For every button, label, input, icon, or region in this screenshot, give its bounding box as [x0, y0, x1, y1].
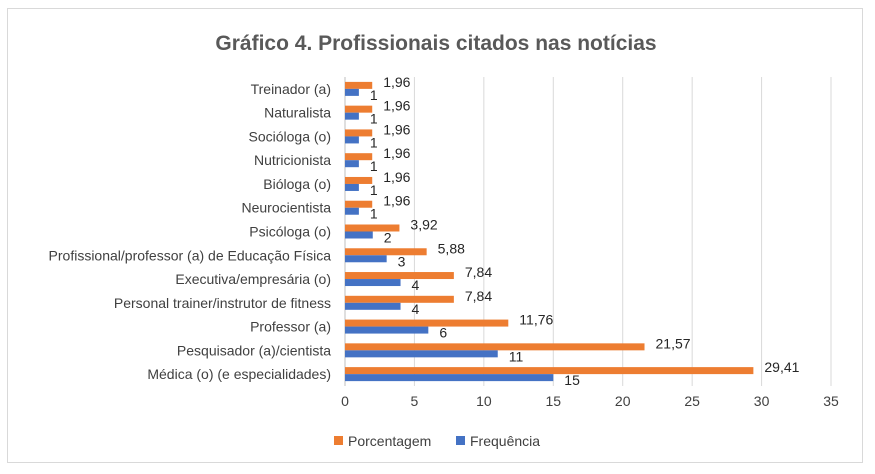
gridlines	[344, 77, 832, 386]
bar-chart: Gráfico 4. Profissionais citados nas not…	[49, 32, 839, 449]
bar-frequencia	[345, 136, 359, 144]
category-label: Pesquisador (a)/cientista	[177, 342, 331, 358]
bar-frequencia	[345, 374, 554, 382]
data-label-frequencia: 3	[398, 253, 406, 269]
x-tick-label: 30	[754, 393, 770, 409]
bar-porcentagem	[345, 224, 400, 232]
data-label-porcentagem: 5,88	[438, 240, 465, 256]
data-label-frequencia: 4	[412, 301, 420, 317]
x-tick-label: 35	[823, 393, 839, 409]
bar-frequencia	[345, 207, 359, 215]
bar-frequencia	[345, 231, 373, 239]
legend-label-porcentagem: Porcentagem	[348, 433, 431, 449]
bar-frequencia	[345, 350, 498, 358]
bar-porcentagem	[345, 200, 373, 208]
category-label: Socióloga (o)	[249, 128, 332, 144]
bar-porcentagem	[345, 295, 454, 303]
data-label-porcentagem: 1,96	[383, 145, 410, 161]
data-label-porcentagem: 3,92	[410, 217, 437, 233]
data-label-frequencia: 6	[439, 325, 447, 341]
category-label: Nutricionista	[254, 152, 331, 168]
category-labels: Médica (o) (e especialidades) Pesquisador…	[49, 81, 332, 382]
chart-title: Gráfico 4. Profissionais citados nas not…	[215, 32, 656, 55]
data-label-porcentagem: 11,76	[519, 312, 553, 328]
bar-porcentagem	[345, 81, 373, 89]
data-label-porcentagem: 1,96	[383, 121, 410, 137]
bar-frequencia	[345, 255, 387, 263]
legend-label-frequencia: Frequência	[470, 433, 540, 449]
legend-swatch-porcentagem	[334, 436, 343, 445]
bar-porcentagem	[345, 176, 373, 184]
bar-porcentagem	[345, 105, 373, 113]
data-label-porcentagem: 1,96	[383, 193, 410, 209]
data-label-frequencia: 15	[564, 372, 580, 388]
bar-porcentagem	[345, 248, 427, 256]
x-tick-label: 5	[411, 393, 419, 409]
bar-frequencia	[345, 326, 429, 334]
bar-porcentagem	[345, 343, 645, 351]
data-label-porcentagem: 1,96	[383, 74, 410, 90]
data-label-frequencia: 1	[370, 111, 378, 127]
x-tick-label: 15	[545, 393, 561, 409]
bar-frequencia	[345, 279, 401, 287]
bars	[345, 81, 754, 382]
x-tick-label: 25	[684, 393, 700, 409]
data-label-frequencia: 1	[370, 134, 378, 150]
category-label: Bióloga (o)	[263, 176, 331, 192]
category-label: Médica (o) (e especialidades)	[147, 366, 331, 382]
x-tick-label: 20	[615, 393, 631, 409]
x-tick-label: 10	[476, 393, 492, 409]
bar-porcentagem	[345, 153, 373, 161]
category-label: Personal trainer/instrutor de fitness	[114, 295, 331, 311]
data-label-porcentagem: 7,84	[465, 264, 492, 280]
data-label-porcentagem: 21,57	[656, 335, 691, 351]
bar-porcentagem	[345, 319, 509, 327]
bar-porcentagem	[345, 129, 373, 137]
data-label-frequencia: 1	[370, 182, 378, 198]
data-labels: 29,411521,571111,7667,8447,8445,8833,922…	[370, 74, 800, 388]
category-label: Psicóloga (o)	[249, 224, 331, 240]
category-label: Treinador (a)	[251, 81, 331, 97]
legend: Porcentagem Frequência	[334, 433, 540, 449]
chart-area: Gráfico 4. Profissionais citados nas not…	[7, 8, 863, 463]
x-axis-ticks: 0 5 10 15 20 25 30 35	[341, 393, 839, 409]
data-label-frequencia: 2	[384, 230, 392, 246]
bar-porcentagem	[345, 367, 754, 375]
data-label-frequencia: 1	[370, 206, 378, 222]
bar-frequencia	[345, 160, 359, 168]
data-label-frequencia: 4	[412, 277, 420, 293]
legend-swatch-frequencia	[456, 436, 465, 445]
x-tick-label: 0	[341, 393, 349, 409]
data-label-porcentagem: 1,96	[383, 169, 410, 185]
bar-porcentagem	[345, 272, 454, 280]
data-label-frequencia: 1	[370, 158, 378, 174]
data-label-porcentagem: 7,84	[465, 288, 492, 304]
data-label-frequencia: 11	[509, 348, 524, 364]
data-label-porcentagem: 29,41	[764, 359, 799, 375]
category-label: Profissional/professor (a) de Educação F…	[49, 247, 332, 263]
bar-frequencia	[345, 112, 359, 120]
bar-frequencia	[345, 302, 401, 310]
category-label: Neurocientista	[242, 200, 332, 216]
bar-frequencia	[345, 88, 359, 96]
category-label: Professor (a)	[250, 319, 331, 335]
data-label-frequencia: 1	[370, 87, 378, 103]
category-label: Executiva/empresária (o)	[175, 271, 331, 287]
bar-frequencia	[345, 183, 359, 191]
category-label: Naturalista	[264, 105, 331, 121]
data-label-porcentagem: 1,96	[383, 98, 410, 114]
